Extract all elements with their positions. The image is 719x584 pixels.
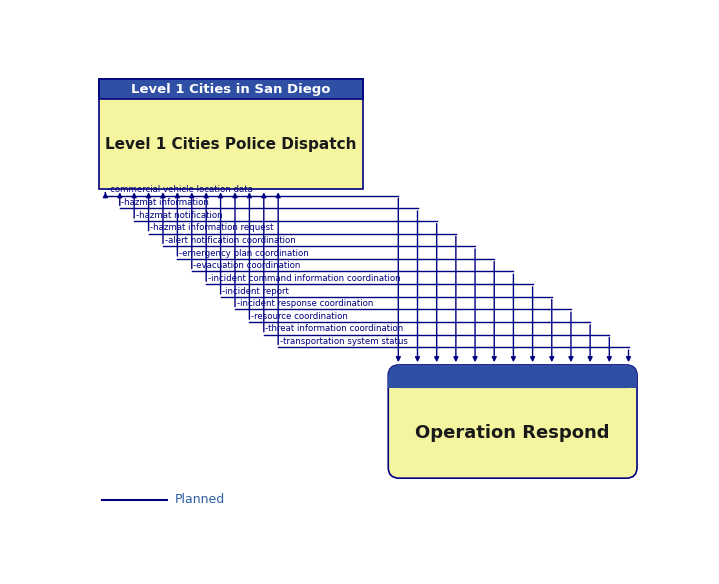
FancyBboxPatch shape <box>388 365 637 388</box>
Text: -incident command information coordination: -incident command information coordinati… <box>208 274 400 283</box>
Text: -threat information coordination: -threat information coordination <box>265 325 403 333</box>
Bar <box>99 79 362 99</box>
Text: -incident report: -incident report <box>222 287 289 296</box>
Bar <box>99 79 362 189</box>
Text: -evacuation coordination: -evacuation coordination <box>193 261 301 270</box>
Text: -transportation system status: -transportation system status <box>280 337 408 346</box>
Bar <box>388 377 637 388</box>
Text: -hazmat notification: -hazmat notification <box>136 211 222 220</box>
Text: -alert notification coordination: -alert notification coordination <box>165 236 296 245</box>
Text: Level 1 Cities Police Dispatch: Level 1 Cities Police Dispatch <box>105 137 357 152</box>
FancyBboxPatch shape <box>388 365 637 478</box>
Text: -hazmat information request: -hazmat information request <box>150 223 274 232</box>
Text: -hazmat information: -hazmat information <box>122 198 209 207</box>
Text: Level 1 Cities in San Diego: Level 1 Cities in San Diego <box>131 83 331 96</box>
Text: -incident response coordination: -incident response coordination <box>237 299 373 308</box>
Text: -resource coordination: -resource coordination <box>251 312 348 321</box>
Text: -emergency plan coordination: -emergency plan coordination <box>179 249 308 258</box>
Text: -commercial vehicle location data: -commercial vehicle location data <box>107 186 253 194</box>
Text: Planned: Planned <box>175 493 225 506</box>
Text: Operation Respond: Operation Respond <box>416 424 610 442</box>
